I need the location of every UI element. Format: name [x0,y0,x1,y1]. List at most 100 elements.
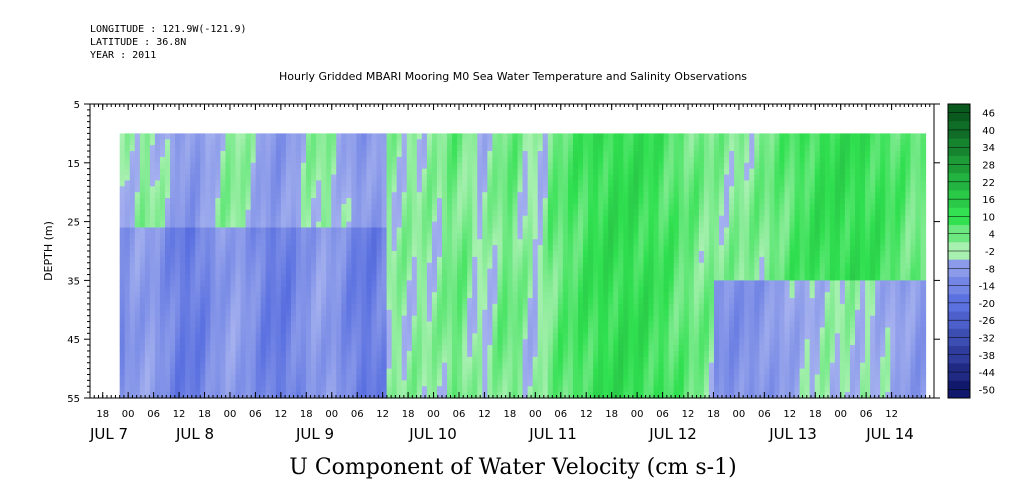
heat-cell [578,362,584,370]
heat-cell [331,268,337,276]
heat-cell [532,145,539,152]
heat-cell [371,215,378,223]
heat-cell [205,309,211,317]
heat-cell [280,133,287,140]
heat-cell [522,198,529,205]
heat-cell [134,133,141,140]
heat-cell [593,198,599,205]
heat-cell [290,168,297,176]
heat-cell [154,362,161,370]
heat-cell [351,309,357,317]
heat-cell [527,380,534,387]
heat-cell [396,268,403,276]
heat-cell [129,374,136,381]
heat-cell [351,350,357,358]
heat-cell [301,333,307,340]
heat-cell [472,327,478,334]
heat-cell [477,292,483,299]
heat-cell [482,180,488,187]
heat-cell [230,392,237,399]
heat-cell [396,215,403,223]
heat-cell [467,151,473,158]
heat-cell [215,180,222,187]
heat-cell [210,180,216,187]
heat-cell [230,303,237,311]
heat-cell [200,280,206,287]
heat-cell [537,180,544,187]
heat-cell [290,174,297,182]
heat-cell [260,356,267,364]
heat-cell [673,227,680,234]
heat-cell [628,156,635,164]
heat-cell [613,198,619,205]
heat-cell [452,292,458,299]
heat-cell [240,168,247,176]
heat-cell [603,286,609,293]
heat-cell [497,386,504,393]
heat-cell [472,374,478,381]
heat-cell [457,233,463,240]
heat-cell [618,356,624,364]
heat-cell [220,303,227,311]
heat-cell [527,139,534,146]
heat-cell [578,280,584,287]
heatmap [119,133,927,399]
heat-cell [149,286,156,293]
heat-cell [628,133,635,140]
heat-cell [663,203,670,211]
heat-cell [416,156,423,164]
heat-cell [371,145,378,152]
heat-cell [603,245,609,252]
heat-cell [623,368,629,376]
heat-cell [447,374,453,381]
heat-cell [170,274,176,281]
heat-cell [588,350,594,358]
heat-cell [290,345,297,352]
heat-cell [159,151,166,158]
heat-cell [411,303,418,311]
heat-cell [462,251,468,258]
heat-cell [356,162,363,170]
heat-cell [376,156,383,164]
heat-cell [598,345,604,352]
heat-cell [285,280,292,287]
heat-cell [159,309,166,317]
heat-cell [175,198,181,205]
heat-cell [356,192,363,199]
heat-cell [245,274,252,281]
heat-cell [658,192,665,199]
heat-cell [406,174,413,182]
heat-cell [537,280,544,287]
heat-cell [547,292,554,299]
heat-cell [275,380,282,387]
heat-cell [190,221,196,229]
heat-cell [527,321,534,329]
heat-cell [588,251,594,258]
heat-cell [618,251,624,258]
heat-cell [583,386,589,393]
heat-cell [290,262,297,270]
heat-cell [170,198,176,205]
heat-cell [487,321,493,329]
heat-cell [341,333,347,340]
heat-cell [457,239,463,246]
heat-cell [421,156,428,164]
heat-cell [588,380,594,387]
heat-cell [391,321,398,329]
heat-cell [401,162,408,170]
heat-cell [165,139,171,146]
heat-cell [411,256,418,264]
heat-cell [416,268,423,276]
heat-cell [240,339,247,346]
heat-cell [467,274,473,281]
heat-cell [195,345,201,352]
heat-cell [265,245,272,252]
heat-cell [537,168,544,176]
heat-cell [562,392,569,399]
heat-cell [658,198,665,205]
heat-cell [336,386,342,393]
heat-cell [406,315,413,323]
heat-cell [336,362,342,370]
heat-cell [658,139,665,146]
heat-cell [134,156,141,164]
